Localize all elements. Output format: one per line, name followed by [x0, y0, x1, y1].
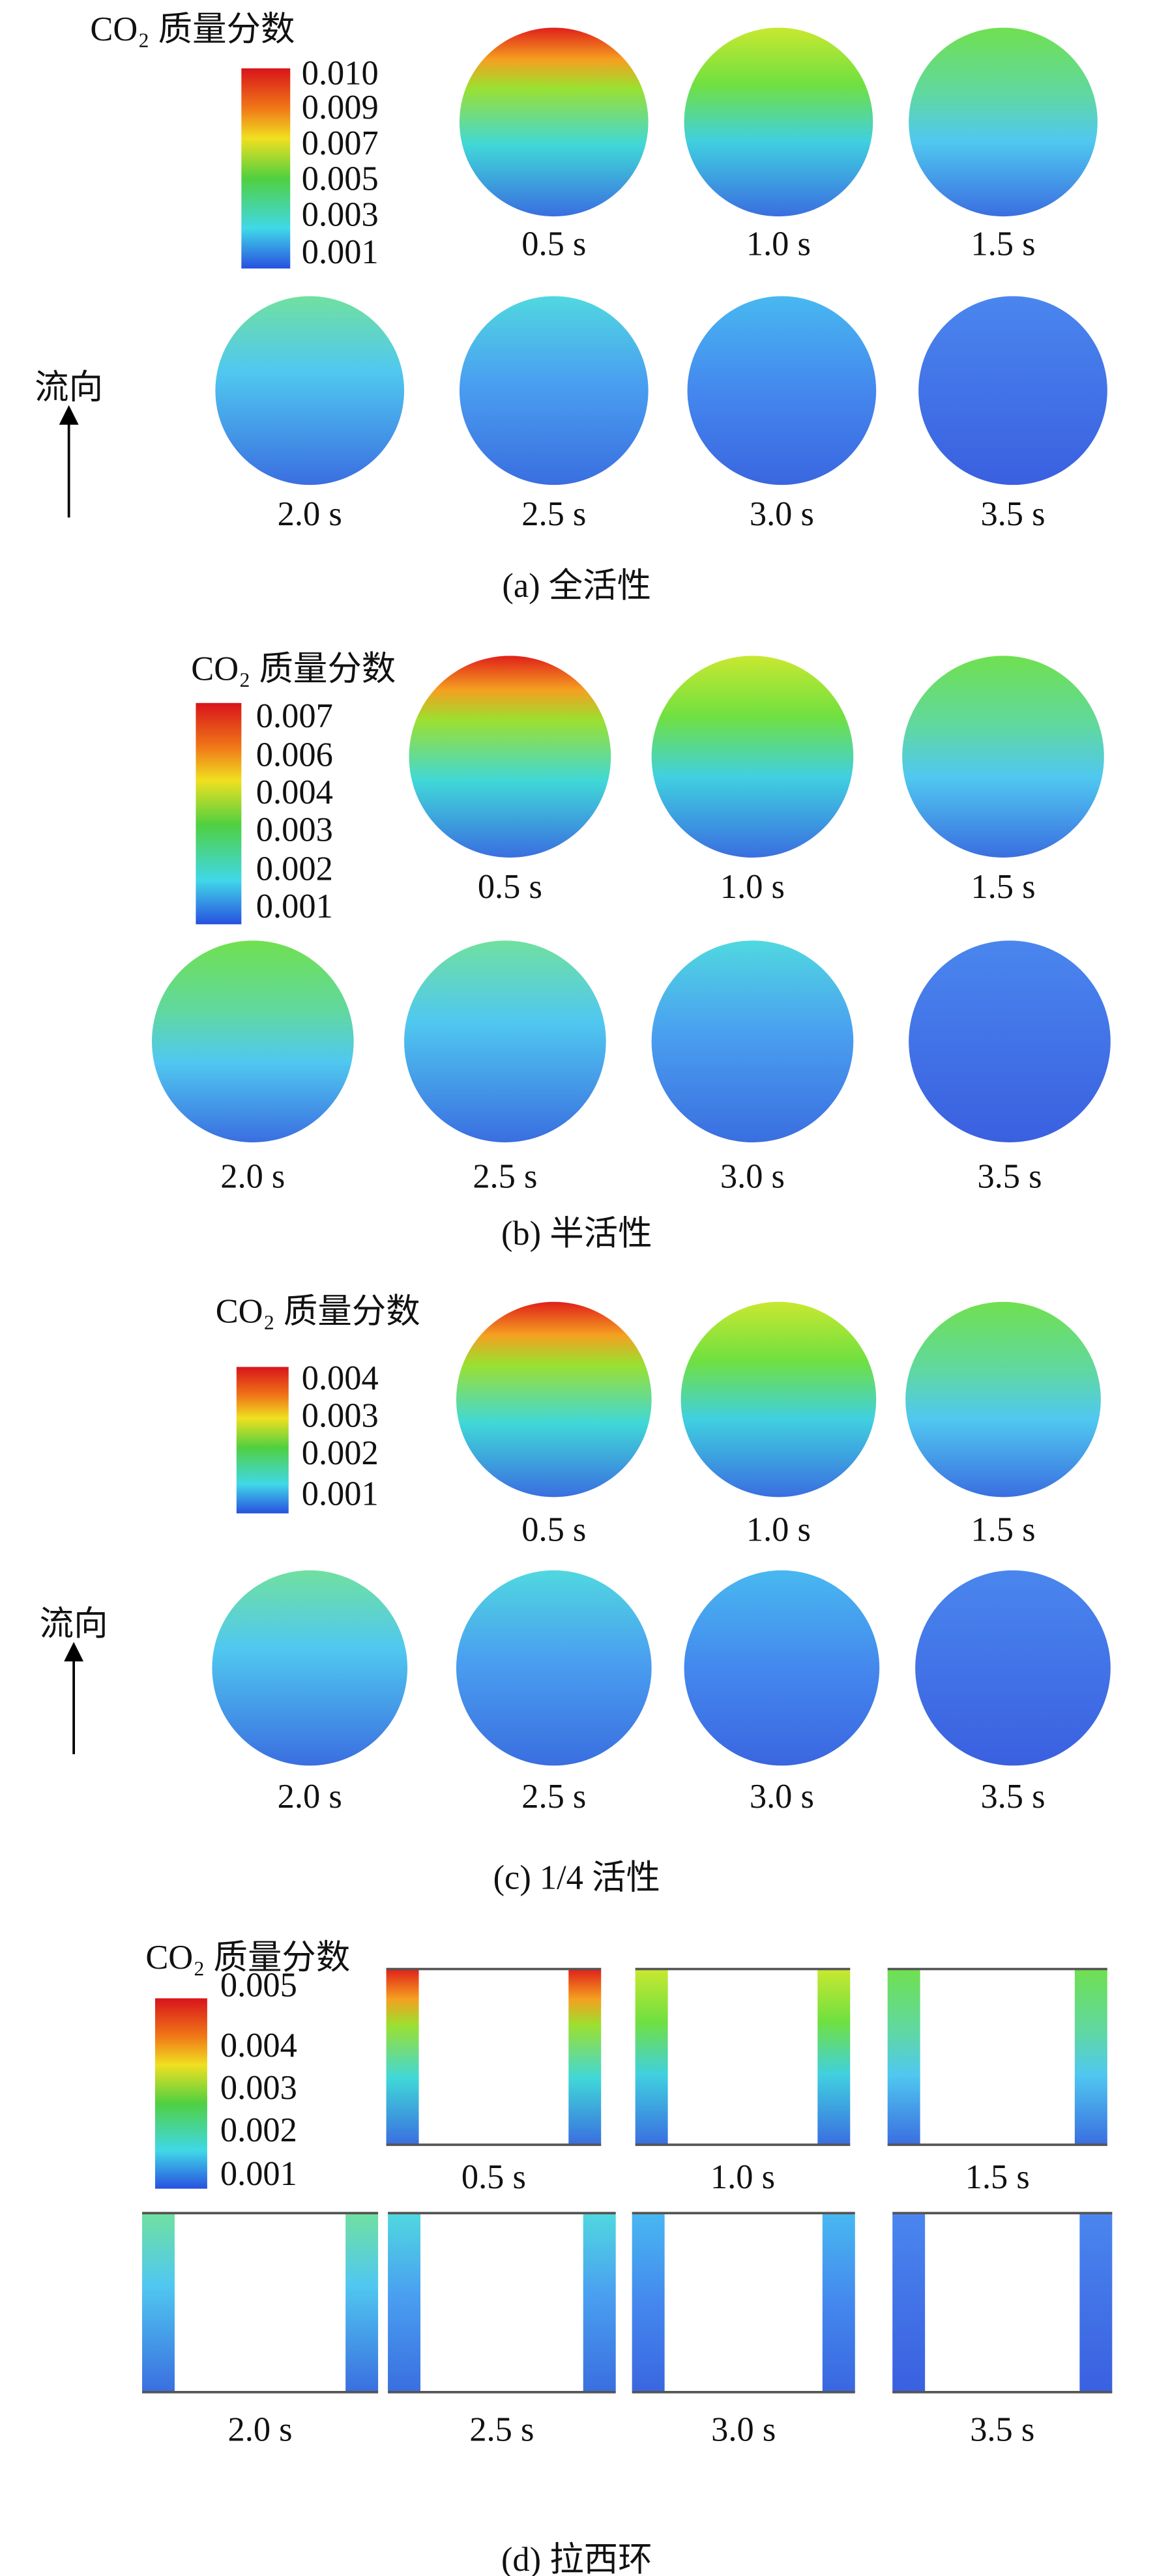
particle: [918, 296, 1107, 485]
legend-tick-label: 0.009: [302, 89, 379, 126]
legend-title: CO₂ 质量分数: [216, 1293, 420, 1331]
legend-tick-label: 0.007: [302, 124, 379, 162]
ring-wall: [1074, 1969, 1107, 2145]
ring-wall: [583, 2213, 616, 2392]
flow-label: 流向: [40, 1605, 108, 1643]
particle: [651, 940, 854, 1143]
particle: [459, 27, 649, 217]
ring-wall: [345, 2213, 379, 2392]
ring-wall: [632, 2213, 665, 2392]
color-bar: [241, 68, 291, 269]
ring-wall: [887, 1969, 920, 2145]
time-label: 2.5 s: [521, 495, 586, 533]
time-label: 1.5 s: [971, 225, 1035, 263]
caption: (d) 拉西环: [501, 2541, 652, 2576]
color-bar: [236, 1367, 289, 1514]
particle: [680, 1301, 877, 1498]
legend-tick-label: 0.003: [302, 1397, 379, 1435]
legend-tick-label: 0.003: [220, 2069, 297, 2107]
time-label: 0.5 s: [521, 225, 586, 263]
particle: [902, 656, 1104, 858]
legend-tick-label: 0.007: [256, 697, 333, 735]
particle: [456, 1570, 652, 1766]
particle: [215, 296, 405, 485]
particle: [915, 1570, 1111, 1766]
time-label: 3.5 s: [980, 1778, 1045, 1816]
particle: [684, 1570, 880, 1766]
time-label: 1.0 s: [746, 1511, 811, 1548]
ring-wall: [822, 2213, 855, 2392]
caption: (a) 全活性: [502, 567, 651, 605]
time-label: 3.0 s: [711, 2410, 776, 2448]
color-bar: [196, 702, 242, 925]
time-label: 1.5 s: [971, 868, 1035, 906]
legend-title: CO₂ 质量分数: [191, 650, 396, 687]
time-label: 2.0 s: [228, 2410, 293, 2448]
legend-tick-label: 0.001: [220, 2155, 297, 2193]
particle: [909, 940, 1111, 1143]
time-label: 3.5 s: [970, 2410, 1034, 2448]
legend-tick-label: 0.001: [256, 888, 333, 925]
ring-wall: [892, 2213, 926, 2392]
flow-label: 流向: [35, 368, 103, 406]
time-label: 0.5 s: [521, 1511, 586, 1548]
particle: [151, 940, 354, 1143]
ring-wall: [1079, 2213, 1113, 2392]
caption: (c) 1/4 活性: [493, 1859, 660, 1897]
ring-wall: [635, 1969, 668, 2145]
ring-wall: [386, 1969, 419, 2145]
legend-tick-label: 0.004: [256, 774, 333, 811]
legend-title: CO₂ 质量分数: [90, 10, 295, 48]
legend-tick-label: 0.005: [220, 1967, 297, 2004]
particle: [684, 27, 873, 217]
legend-tick-label: 0.004: [220, 2027, 297, 2064]
legend-tick-label: 0.002: [220, 2111, 297, 2149]
time-label: 2.5 s: [469, 2410, 534, 2448]
time-label: 1.0 s: [710, 2158, 775, 2196]
ring-wall: [388, 2213, 421, 2392]
legend-tick-label: 0.006: [256, 736, 333, 774]
legend-tick-label: 0.005: [302, 160, 379, 198]
ring-wall: [568, 1969, 602, 2145]
legend-tick-label: 0.003: [256, 811, 333, 849]
time-label: 1.5 s: [965, 2158, 1030, 2196]
legend-tick-label: 0.001: [302, 1475, 379, 1512]
particle: [456, 1301, 652, 1498]
legend-tick-label: 0.002: [302, 1434, 379, 1472]
time-label: 2.0 s: [278, 1778, 342, 1816]
legend-tick-label: 0.002: [256, 850, 333, 888]
time-label: 1.5 s: [971, 1511, 1035, 1548]
time-label: 2.5 s: [521, 1778, 586, 1816]
time-label: 3.5 s: [977, 1157, 1042, 1195]
time-label: 0.5 s: [478, 868, 542, 906]
caption: (b) 半活性: [501, 1215, 652, 1252]
ring-wall: [817, 1969, 851, 2145]
particle: [651, 656, 854, 858]
legend-tick-label: 0.001: [302, 233, 379, 271]
legend-title: CO₂ 质量分数: [145, 1939, 350, 1976]
particle: [459, 296, 649, 485]
particle: [212, 1570, 408, 1766]
color-bar: [154, 1998, 207, 2189]
time-label: 1.0 s: [720, 868, 785, 906]
time-label: 3.0 s: [750, 1778, 814, 1816]
particle: [404, 940, 606, 1143]
time-label: 3.0 s: [720, 1157, 785, 1195]
time-label: 2.0 s: [278, 495, 342, 533]
legend-tick-label: 0.004: [302, 1359, 379, 1397]
particle: [409, 656, 611, 858]
particle: [909, 27, 1098, 217]
legend-tick-label: 0.003: [302, 196, 379, 234]
ring-wall: [142, 2213, 175, 2392]
particle: [687, 296, 877, 485]
legend-tick-label: 0.010: [302, 54, 379, 92]
time-label: 3.0 s: [750, 495, 814, 533]
time-label: 0.5 s: [461, 2158, 526, 2196]
particle: [905, 1301, 1101, 1498]
time-label: 3.5 s: [980, 495, 1045, 533]
time-label: 1.0 s: [746, 225, 811, 263]
time-label: 2.0 s: [220, 1157, 285, 1195]
time-label: 2.5 s: [473, 1157, 537, 1195]
